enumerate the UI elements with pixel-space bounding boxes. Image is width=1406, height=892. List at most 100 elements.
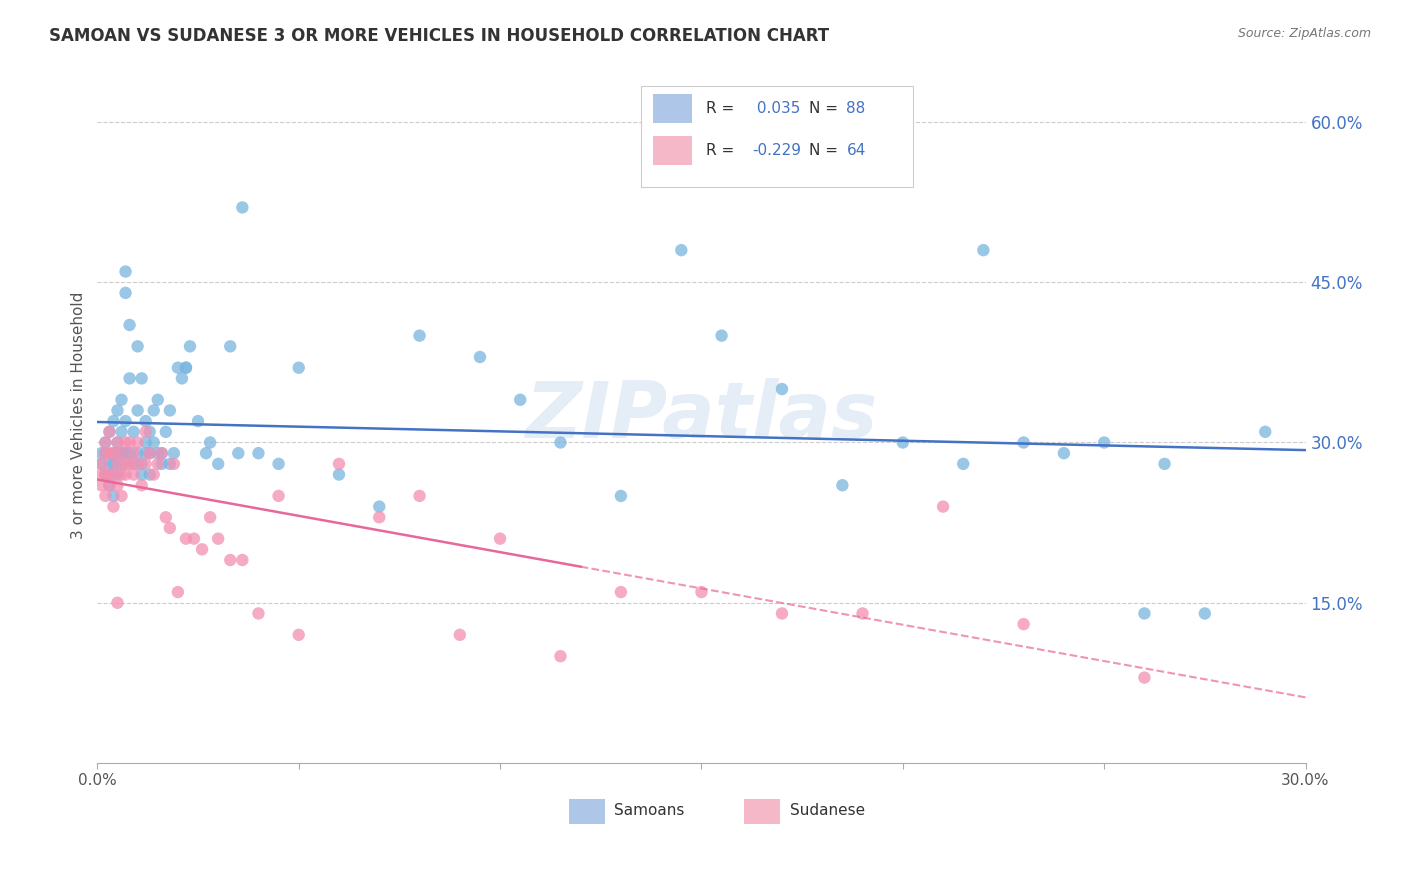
Point (174, 360, 197, 375)
Point (103, 489, 125, 503)
Point (219, 553, 242, 567)
Point (198, 435, 221, 450)
Point (550, 649, 572, 664)
Point (267, 457, 290, 471)
Point (163, 446, 186, 460)
Point (851, 607, 873, 621)
Point (198, 510, 221, 524)
Point (114, 435, 136, 450)
Point (150, 446, 173, 460)
Point (179, 339, 201, 353)
Point (103, 500, 125, 514)
Point (114, 285, 136, 300)
Point (207, 532, 229, 546)
Point (1133, 671, 1156, 685)
Point (94, 467, 117, 482)
Point (191, 542, 214, 557)
Point (90, 478, 112, 492)
Point (247, 607, 270, 621)
Point (127, 457, 149, 471)
Point (98, 467, 121, 482)
Point (1133, 607, 1156, 621)
Point (690, 585, 713, 599)
Point (932, 500, 955, 514)
Text: Sudanese: Sudanese (790, 804, 865, 819)
Point (94, 467, 117, 482)
Point (207, 457, 229, 471)
Point (118, 371, 141, 385)
Point (1254, 425, 1277, 439)
Point (90, 467, 112, 482)
Point (1053, 446, 1076, 460)
Point (122, 446, 145, 460)
Point (122, 467, 145, 482)
Text: N =: N = (808, 143, 838, 158)
Point (159, 403, 181, 417)
Point (150, 446, 173, 460)
Point (98, 467, 121, 482)
Text: Samoans: Samoans (614, 804, 685, 819)
Point (1153, 457, 1175, 471)
Point (107, 478, 129, 492)
Point (103, 446, 125, 460)
Text: 88: 88 (846, 102, 866, 116)
Point (1012, 617, 1035, 632)
Point (231, 201, 253, 215)
FancyBboxPatch shape (654, 136, 692, 165)
Point (550, 435, 572, 450)
Point (247, 446, 270, 460)
Point (103, 414, 125, 428)
Point (138, 446, 160, 460)
Point (90, 457, 112, 471)
Point (118, 446, 141, 460)
Point (146, 457, 169, 471)
Point (138, 467, 160, 482)
Point (107, 446, 129, 460)
Point (98, 425, 121, 439)
FancyBboxPatch shape (641, 86, 912, 186)
Point (159, 457, 181, 471)
Point (94, 489, 117, 503)
Point (671, 243, 693, 257)
Point (610, 585, 633, 599)
Point (114, 264, 136, 278)
Point (131, 467, 153, 482)
Point (135, 435, 157, 450)
FancyBboxPatch shape (744, 799, 780, 824)
Point (110, 457, 132, 471)
Point (138, 446, 160, 460)
Point (107, 596, 129, 610)
Point (368, 500, 391, 514)
Point (118, 318, 141, 332)
Point (110, 446, 132, 460)
Point (408, 489, 430, 503)
Point (710, 328, 733, 343)
Point (110, 425, 132, 439)
Point (103, 457, 125, 471)
Point (118, 435, 141, 450)
Point (146, 446, 169, 460)
Point (94, 435, 117, 450)
Point (831, 478, 853, 492)
Point (368, 510, 391, 524)
Point (138, 425, 160, 439)
Point (226, 446, 249, 460)
Point (195, 446, 218, 460)
Point (135, 457, 157, 471)
Point (159, 521, 181, 535)
Point (98, 478, 121, 492)
Point (114, 446, 136, 460)
Point (110, 489, 132, 503)
Point (103, 446, 125, 460)
Point (135, 446, 157, 460)
Point (98, 457, 121, 471)
Point (174, 532, 197, 546)
Point (142, 403, 165, 417)
Point (231, 553, 253, 567)
Point (163, 457, 186, 471)
Point (142, 435, 165, 450)
Point (267, 489, 290, 503)
Point (174, 360, 197, 375)
Point (94, 446, 117, 460)
Point (107, 435, 129, 450)
